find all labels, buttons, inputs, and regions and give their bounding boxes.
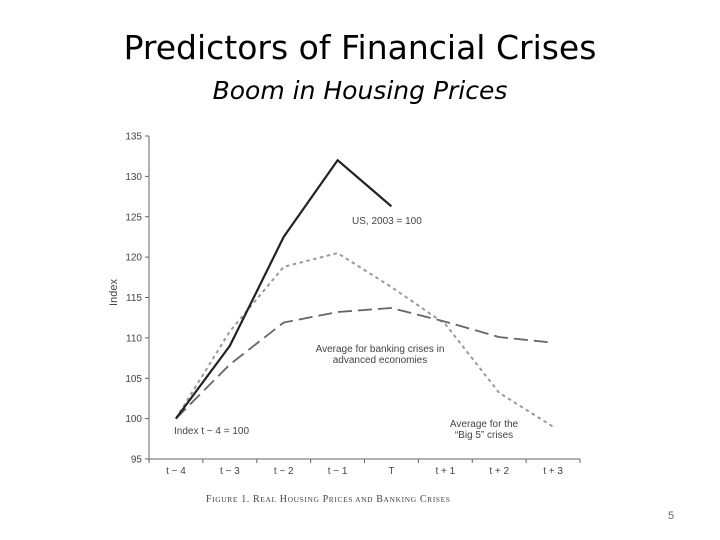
caption-part: B	[373, 494, 384, 505]
caption-part: RICES AND	[328, 495, 374, 504]
x-tick-label: t − 3	[220, 466, 240, 477]
caption-part: OUSING	[287, 495, 320, 504]
chart-annotation: Index t − 4 = 100	[174, 426, 249, 437]
caption-part: 1. R	[238, 494, 261, 505]
chart-annotation: Average for the	[450, 419, 519, 430]
y-tick-label: 130	[125, 172, 142, 183]
x-tick-label: t + 1	[435, 466, 455, 477]
x-tick-label: t + 2	[489, 466, 509, 477]
series-line-dotted	[175, 252, 554, 428]
chart-annotation: Average for banking crises in	[316, 344, 445, 355]
caption-part: ANKING	[383, 495, 417, 504]
caption-part: EAL	[260, 495, 277, 504]
y-tick-label: 120	[125, 253, 142, 264]
caption-part: C	[416, 494, 428, 505]
x-tick-label: t − 1	[328, 466, 348, 477]
caption-part: RISES	[427, 495, 451, 504]
caption-part: F	[206, 494, 213, 505]
x-tick-label: T	[388, 466, 394, 477]
series-line-dashed	[175, 307, 554, 420]
x-tick-label: t − 4	[166, 466, 186, 477]
series-line-solid	[175, 159, 393, 420]
chart-annotation: advanced economies	[333, 355, 428, 366]
caption-part: IGURE	[212, 495, 239, 504]
caption-part: P	[319, 494, 329, 505]
page-number: 5	[668, 510, 675, 522]
y-tick-label: 95	[131, 455, 143, 466]
y-tick-label: 115	[126, 293, 142, 304]
chart-annotation: “Big 5” crises	[455, 430, 513, 441]
slide-title: Predictors of Financial Crises	[123, 28, 597, 67]
x-tick-label: t − 2	[274, 466, 294, 477]
caption-part: H	[276, 494, 288, 505]
y-tick-label: 110	[126, 333, 142, 344]
figure-caption: FIGURE 1. REAL HOUSING PRICES AND BANKIN…	[206, 494, 451, 505]
chart-annotation: US, 2003 = 100	[352, 216, 422, 227]
y-tick-label: 125	[125, 212, 142, 223]
y-tick-label: 100	[125, 414, 142, 425]
x-tick-label: t + 3	[543, 466, 563, 477]
y-tick-label: 105	[125, 374, 142, 385]
y-tick-label: 135	[125, 132, 142, 143]
y-axis-title: Index	[108, 279, 120, 306]
slide-subtitle: Boom in Housing Prices	[212, 76, 508, 105]
